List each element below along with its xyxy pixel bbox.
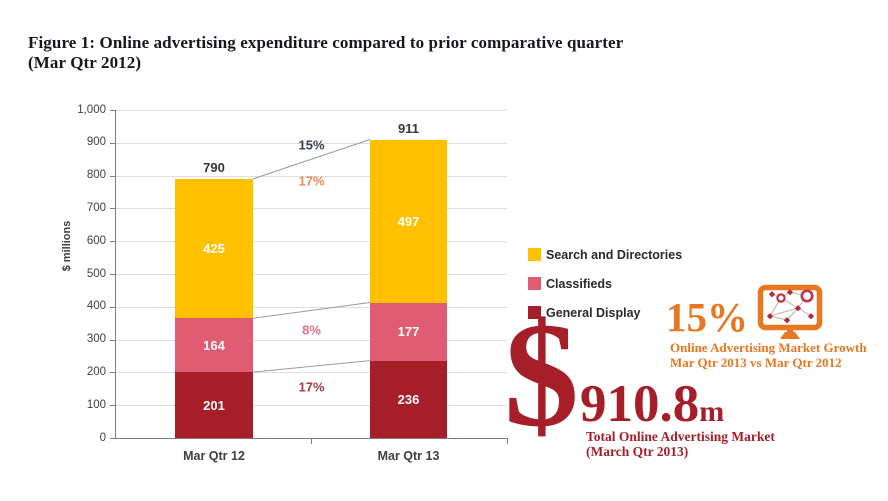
y-tick-mark [110, 274, 115, 275]
y-tick-label: 300 [86, 333, 106, 346]
total-market-caption-line2: (March Qtr 2013) [586, 443, 689, 459]
legend-item-classifieds: Classifieds [528, 276, 682, 291]
gridline [116, 372, 507, 374]
growth-annotation: 17% [298, 173, 325, 189]
market-growth-percent: 15% [666, 294, 748, 340]
y-tick-mark [110, 142, 115, 144]
gridline [116, 241, 507, 243]
y-axis-line [115, 110, 116, 438]
x-axis-label: Mar Qtr 13 [377, 449, 440, 463]
x-tick-mark [311, 439, 312, 444]
figure-title: Figure 1: Online advertising expenditure… [28, 33, 818, 73]
y-tick-label: 700 [86, 201, 106, 214]
chart-legend: Search and Directories Classifieds General… [528, 248, 682, 335]
gridline [116, 339, 507, 341]
legend-item-general-display: General Display [528, 305, 682, 320]
y-tick-mark [110, 306, 115, 308]
figure-title-line2: (Mar Qtr 2012) [28, 53, 142, 72]
y-tick-label: 1,000 [77, 103, 106, 116]
bar-segment-classifieds: 164 [175, 318, 253, 373]
x-tick-mark [507, 439, 508, 444]
y-tick-mark [110, 208, 115, 210]
legend-swatch [528, 277, 541, 290]
growth-annotation: 8% [302, 322, 321, 338]
legend-swatch [528, 248, 541, 261]
x-axis-line [115, 438, 508, 439]
growth-annotation: 15% [298, 137, 325, 153]
total-market-value: 910.8m [580, 378, 724, 431]
legend-swatch [528, 306, 541, 319]
growth-caption-line1: Online Advertising Market Growth [670, 340, 867, 355]
y-tick-mark [110, 339, 115, 341]
legend-label: General Display [546, 305, 641, 320]
y-tick-label: 500 [86, 267, 106, 280]
monitor-network-icon [757, 284, 823, 339]
y-tick-mark [110, 175, 115, 177]
bar-segment-search-and-directories: 425 [175, 178, 253, 319]
y-tick-label: 600 [86, 234, 106, 247]
y-tick-label: 0 [99, 431, 106, 444]
total-market-number: 910.8 [580, 375, 700, 433]
growth-caption: Online Advertising Market Growth Mar Qtr… [670, 340, 867, 370]
gridline [116, 208, 507, 210]
bar-total-label: 911 [398, 120, 419, 136]
dollar-sign: $ [504, 292, 579, 458]
bar-segment-classifieds: 177 [370, 302, 447, 361]
gridline [116, 274, 507, 275]
bar-segment-general-display: 201 [175, 372, 253, 438]
y-tick-label: 100 [86, 398, 106, 411]
y-tick-mark [110, 241, 115, 243]
total-market-caption: Total Online Advertising Market (March Q… [586, 429, 775, 459]
legend-item-search-and-directories: Search and Directories [528, 247, 683, 262]
bar-total-label: 790 [203, 159, 225, 175]
figure-title-line1: Figure 1: Online advertising expenditure… [28, 33, 624, 52]
total-market-unit: m [699, 395, 725, 428]
growth-annotation: 17% [298, 379, 325, 395]
y-tick-label: 200 [86, 365, 106, 378]
y-tick-label: 900 [86, 136, 106, 149]
y-tick-mark [110, 372, 115, 374]
y-tick-mark [110, 110, 115, 111]
gridline [116, 110, 507, 111]
y-tick-label: 800 [86, 169, 106, 182]
bar-segment-general-display: 236 [370, 360, 447, 438]
growth-caption-line2: Mar Qtr 2013 vs Mar Qtr 2012 [670, 354, 842, 370]
legend-label: Search and Directories [546, 247, 683, 262]
y-tick-mark [110, 438, 115, 439]
gridline [116, 405, 507, 407]
x-axis-label: Mar Qtr 12 [183, 449, 245, 463]
y-tick-label: 400 [86, 300, 106, 313]
total-market-caption-line1: Total Online Advertising Market [586, 429, 775, 444]
bar-segment-search-and-directories: 497 [370, 139, 447, 303]
y-tick-mark [110, 405, 115, 407]
legend-label: Classifieds [546, 276, 613, 291]
